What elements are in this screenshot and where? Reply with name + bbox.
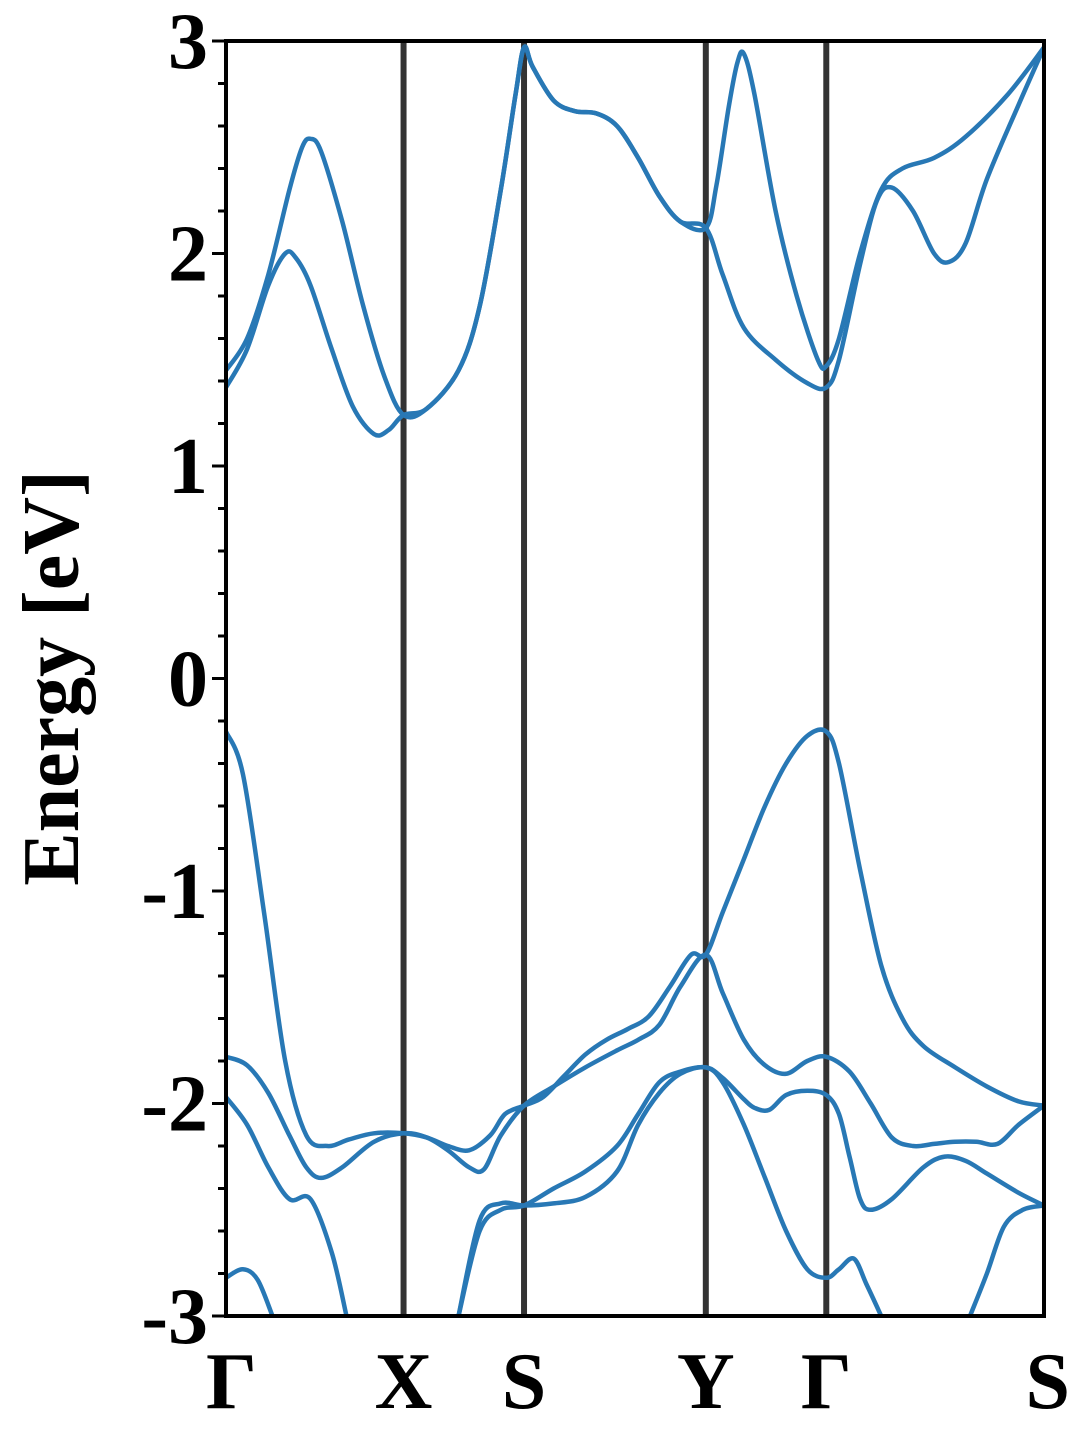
y-axis-ticks: -3 -2 -1 0 1 2 3 bbox=[141, 0, 226, 1361]
y-tick-label: -2 bbox=[141, 1061, 208, 1149]
x-tick-label: Γ bbox=[206, 1338, 257, 1426]
band-line-1 bbox=[226, 44, 1044, 438]
band-line-5 bbox=[456, 1064, 1044, 1316]
y-tick-label: 0 bbox=[168, 636, 208, 724]
band-line-7 bbox=[456, 1064, 884, 1316]
y-tick-label: -1 bbox=[141, 848, 208, 936]
x-tick-label: X bbox=[375, 1338, 433, 1426]
y-tick-label: 3 bbox=[168, 0, 208, 86]
band-line-3 bbox=[226, 952, 1044, 1181]
x-tick-label: Y bbox=[677, 1338, 735, 1426]
band-line-2 bbox=[226, 727, 1044, 1153]
y-tick-label: -3 bbox=[141, 1273, 208, 1361]
band-line-8 bbox=[967, 1203, 1044, 1316]
band-line-6 bbox=[226, 1267, 275, 1316]
kpoint-lines bbox=[400, 41, 830, 1316]
band-series bbox=[226, 44, 1044, 1316]
x-tick-label: Γ bbox=[801, 1338, 852, 1426]
x-tick-label: S bbox=[502, 1338, 547, 1426]
y-tick-label: 1 bbox=[168, 423, 208, 511]
x-tick-label: S bbox=[1026, 1338, 1071, 1426]
y-axis-label: Energy [eV] bbox=[8, 470, 96, 885]
y-tick-label: 2 bbox=[168, 211, 208, 299]
band-line-4 bbox=[226, 1094, 349, 1316]
